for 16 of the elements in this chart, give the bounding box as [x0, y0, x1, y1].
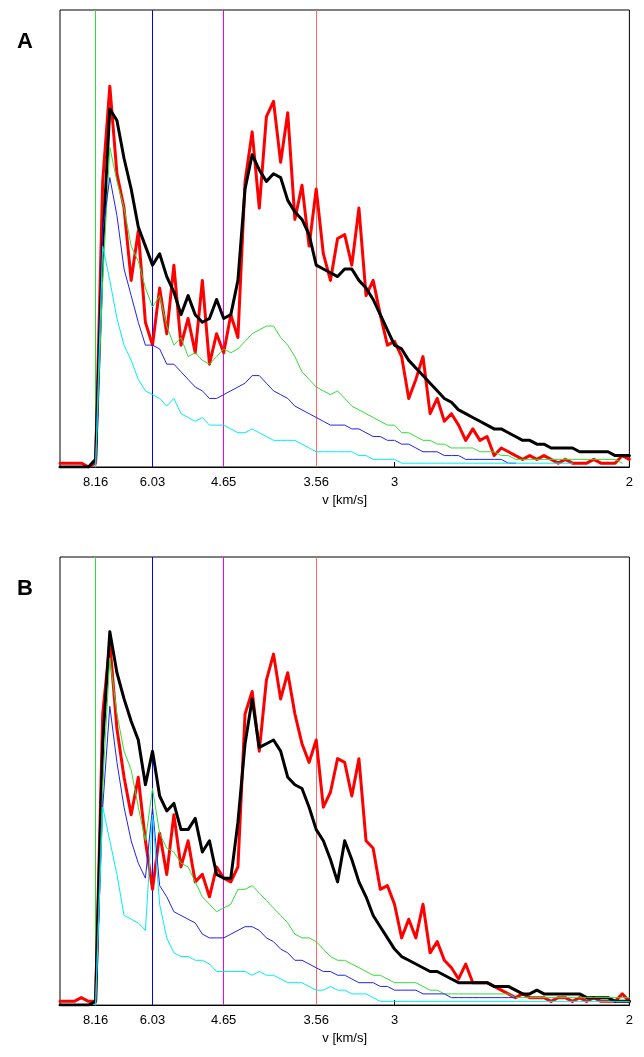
x-tick-label: 6.03	[139, 1012, 166, 1028]
x-tick-label: 2	[625, 1012, 633, 1028]
chart-title: B	[17, 574, 33, 600]
x-tick-label: 3.56	[303, 474, 329, 489]
x-tick-label: 6.03	[139, 474, 166, 489]
x-axis-title: v [km/s]	[322, 491, 368, 507]
x-tick-label: 3	[390, 1012, 399, 1028]
x-tick-label: 8.16	[82, 474, 109, 489]
x-tick-label: 4.65	[211, 474, 237, 489]
x-tick-label: 3.56	[303, 1012, 329, 1028]
x-tick-label: 8.16	[82, 1012, 109, 1028]
x-tick-label: 2	[625, 474, 633, 489]
chart-title: A	[17, 27, 33, 53]
x-tick-label: 3	[390, 474, 399, 489]
x-tick-label: 4.65	[211, 1012, 237, 1028]
x-axis-title: v [km/s]	[322, 1030, 368, 1045]
